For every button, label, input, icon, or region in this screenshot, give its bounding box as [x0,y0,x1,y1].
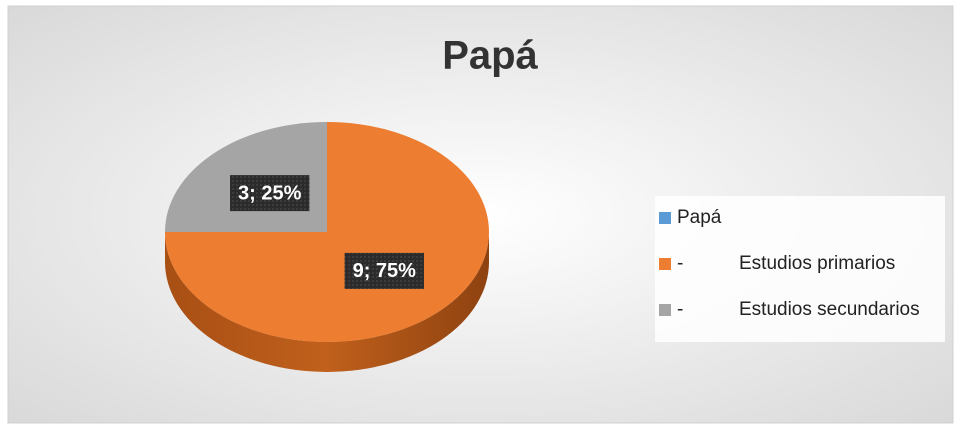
legend-label: Papá [677,207,722,228]
legend-entry: - Estudios secundarios [655,292,945,338]
data-label: 3; 25% [238,182,302,204]
pie-side [165,232,489,372]
data-label-box [344,252,424,289]
pie: 9; 75% 3; 25% [165,122,489,372]
legend-label: - Estudios primarios [677,253,896,274]
chart-title: Papá [442,34,538,78]
legend-swatch [659,258,671,270]
legend-label: - Estudios secundarios [677,299,920,320]
data-label-box [230,175,310,212]
legend-swatch [659,212,671,224]
legend-entry: - Estudios primarios [655,246,945,292]
data-label: 9; 75% [353,260,417,282]
legend-entry: Papá [655,200,945,246]
legend: Papá - Estudios primarios - Estudios secun… [655,196,945,342]
legend-swatch [659,304,671,316]
